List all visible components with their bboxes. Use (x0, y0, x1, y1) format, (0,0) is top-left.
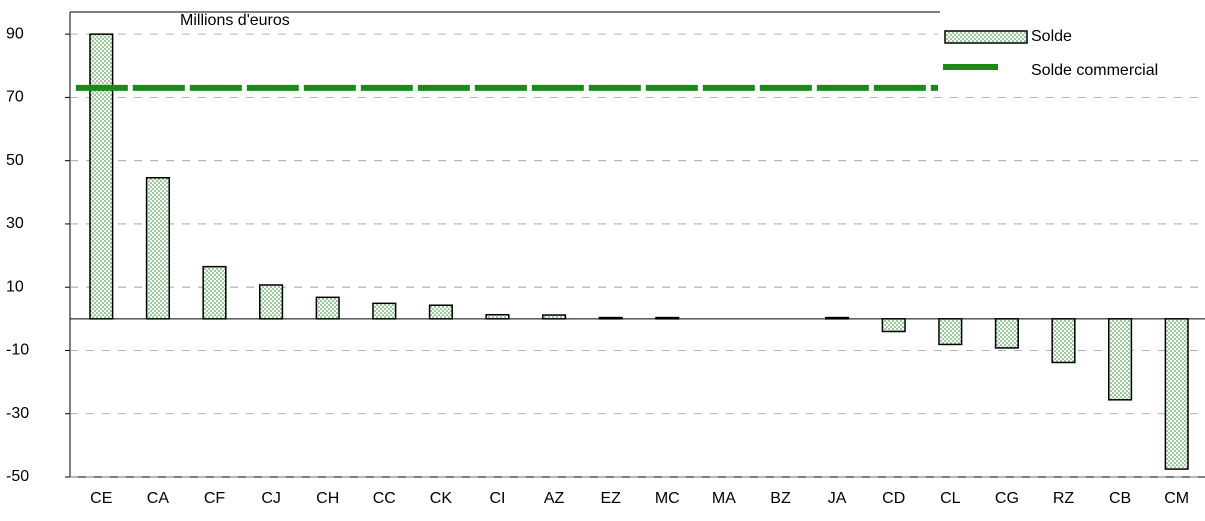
legend-label: Solde (1031, 28, 1072, 45)
x-tick-label: AZ (544, 490, 565, 507)
bar (1051, 318, 1076, 364)
bar (428, 304, 453, 320)
y-tick-label: 70 (6, 89, 24, 106)
x-tick-label: BZ (770, 490, 791, 507)
y-tick-label: 30 (6, 215, 24, 232)
bar (485, 313, 510, 320)
bar (994, 318, 1019, 349)
bar (881, 318, 906, 333)
x-tick-label: CD (882, 490, 905, 507)
x-tick-label: CH (316, 490, 339, 507)
bar (542, 314, 567, 320)
x-tick-label: CA (147, 490, 170, 507)
x-tick-label: CJ (261, 490, 281, 507)
bar (145, 177, 170, 320)
x-tick-label: CF (204, 490, 226, 507)
bar (1164, 318, 1189, 470)
legend: Solde Solde commercial (938, 20, 1205, 92)
x-tick-label: CC (373, 490, 396, 507)
x-tick-label: CB (1109, 490, 1131, 507)
bar (315, 296, 340, 320)
x-tick-label: MC (655, 490, 680, 507)
y-tick-label: -10 (6, 342, 29, 359)
x-tick-label: RZ (1053, 490, 1075, 507)
x-tick-label: CE (90, 490, 112, 507)
bar (202, 265, 227, 320)
bar (655, 316, 680, 320)
bar (259, 284, 284, 320)
bar (825, 316, 850, 320)
x-tick-label: CL (940, 490, 961, 507)
legend-swatch (944, 30, 1028, 44)
y-tick-label: 90 (6, 25, 24, 42)
x-tick-label: EZ (600, 490, 621, 507)
x-tick-label: CM (1164, 490, 1189, 507)
x-tick-label: CG (995, 490, 1019, 507)
y-tick-label: -50 (6, 468, 29, 485)
x-tick-label: CK (430, 490, 453, 507)
bar (598, 316, 623, 320)
x-tick-label: MA (712, 490, 736, 507)
x-tick-label: JA (828, 490, 847, 507)
bar (938, 318, 963, 346)
chart-title: Millions d'euros (180, 12, 290, 29)
y-tick-label: 50 (6, 152, 24, 169)
x-tick-label: CI (490, 490, 506, 507)
y-tick-label: -30 (6, 405, 29, 422)
bar (372, 302, 397, 320)
legend-label: Solde commercial (1031, 62, 1158, 79)
bar (1108, 318, 1133, 401)
bar (89, 33, 114, 320)
y-tick-label: 10 (6, 278, 24, 295)
